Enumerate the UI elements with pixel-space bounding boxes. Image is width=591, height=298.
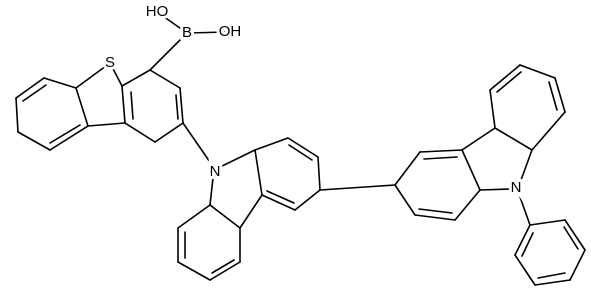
atom-label: N	[210, 163, 221, 180]
atom-label: OH	[219, 23, 242, 40]
atom-label: N	[511, 179, 522, 196]
bonds	[15, 13, 586, 286]
atom-label: S	[105, 54, 115, 71]
atom-label: HO	[146, 3, 169, 20]
atom-label: B	[182, 24, 192, 41]
